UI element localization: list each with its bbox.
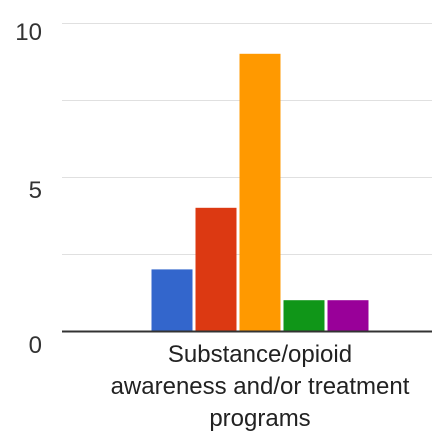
category-label-line: Substance/opioid [168, 341, 352, 368]
bar-1 [151, 269, 193, 331]
y-tick-label: 5 [29, 177, 42, 204]
bar-5 [327, 300, 369, 331]
bars [151, 53, 369, 332]
bar-4 [283, 300, 325, 331]
bar-2 [195, 207, 237, 331]
category-label: Substance/opioid awareness and/or treatme… [111, 341, 410, 432]
y-axis-tick-labels: 0 5 10 [15, 19, 42, 359]
bar-3 [239, 53, 281, 332]
category-label-line: awareness and/or treatment [111, 373, 410, 400]
y-tick-label: 0 [29, 332, 42, 359]
category-label-line: programs [209, 405, 310, 432]
y-tick-label: 10 [15, 19, 42, 46]
